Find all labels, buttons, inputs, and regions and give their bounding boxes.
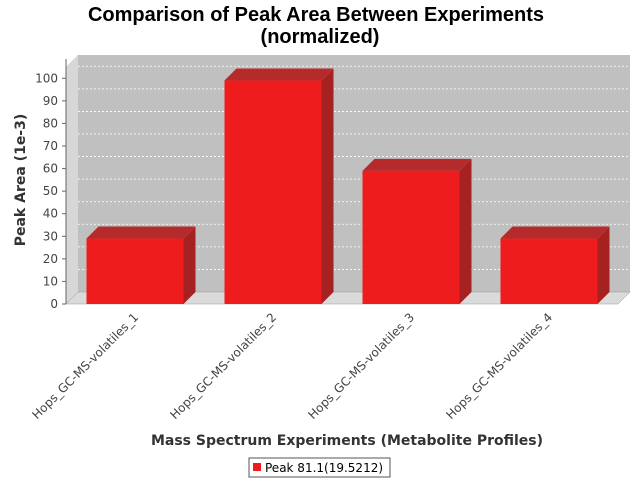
- chart-title: Comparison of Peak Area Between Experime…: [88, 4, 544, 48]
- y-tick-label: 70: [43, 139, 58, 153]
- legend: Peak 81.1(19.5212): [248, 457, 391, 478]
- y-tick-label: 50: [43, 184, 58, 198]
- bar-top: [362, 158, 472, 171]
- chart-title-line2: (normalized): [261, 26, 380, 48]
- bar-front: [500, 238, 598, 304]
- bar-front: [224, 80, 322, 305]
- y-axis-label: Peak Area (1e-3): [13, 114, 29, 247]
- bar: [362, 158, 472, 304]
- bar-top: [500, 226, 610, 239]
- y-tick-label: 90: [43, 94, 58, 108]
- bar-side: [321, 68, 334, 305]
- bar-front: [362, 170, 460, 304]
- x-tick-label: Hops_GC-MS-volatiles_3: [305, 310, 417, 422]
- x-axis-label: Mass Spectrum Experiments (Metabolite Pr…: [151, 433, 543, 449]
- chart-title-line1: Comparison of Peak Area Between Experime…: [88, 4, 544, 26]
- bar-side: [183, 226, 196, 304]
- bar-top: [224, 68, 334, 81]
- legend-label: Peak 81.1(19.5212): [265, 461, 383, 475]
- plot-left-wall: [66, 55, 78, 304]
- y-tick-label: 60: [43, 162, 58, 176]
- x-tick-label: Hops_GC-MS-volatiles_4: [443, 310, 555, 422]
- y-tick-label: 20: [43, 252, 58, 266]
- legend-box: [248, 457, 391, 478]
- legend-swatch: [253, 463, 261, 471]
- y-tick-label: 100: [35, 71, 58, 85]
- bar-side: [597, 226, 610, 304]
- y-tick-label: 80: [43, 116, 58, 130]
- bar: [224, 68, 334, 305]
- y-tick-label: 10: [43, 274, 58, 288]
- bar-top: [86, 226, 196, 239]
- bar-side: [459, 158, 472, 304]
- y-tick-label: 0: [50, 297, 58, 311]
- bar: [86, 226, 196, 304]
- x-tick-label: Hops_GC-MS-volatiles_2: [167, 310, 279, 422]
- bar-front: [86, 238, 184, 304]
- x-tick-label: Hops_GC-MS-volatiles_1: [29, 310, 141, 422]
- y-tick-label: 30: [43, 229, 58, 243]
- bar: [500, 226, 610, 304]
- plot-area: 0 10 20 30 40 50 60 70 80 90 100 Hops_GC-MS-volatil…: [29, 55, 631, 422]
- y-tick-label: 40: [43, 207, 58, 221]
